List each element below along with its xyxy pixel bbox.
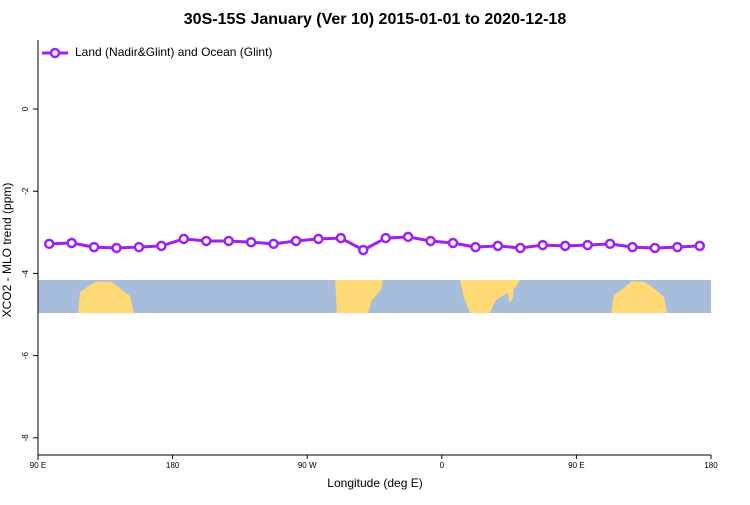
- point: [268, 238, 279, 250]
- point: [537, 239, 548, 251]
- point: [88, 241, 100, 253]
- legend-marker: [49, 47, 61, 59]
- point: [66, 237, 77, 249]
- y-tick-label: -6: [21, 352, 30, 360]
- y-tick-label: -2: [21, 187, 30, 195]
- point: [649, 242, 661, 254]
- point: [178, 233, 190, 245]
- x-tick-label: 180: [704, 461, 718, 470]
- x-tick-label: 90 W: [298, 461, 317, 470]
- point: [582, 239, 593, 251]
- point: [604, 238, 616, 250]
- point: [470, 241, 481, 253]
- map-band: [38, 280, 711, 313]
- x-tick-label: 180: [166, 461, 180, 470]
- point: [447, 237, 459, 249]
- series-line: [49, 235, 700, 252]
- point: [156, 240, 167, 252]
- point: [694, 240, 706, 252]
- point: [290, 235, 302, 247]
- y-tick-label: 0: [21, 106, 30, 111]
- point: [335, 232, 347, 244]
- point: [515, 242, 526, 254]
- point: [402, 231, 414, 243]
- legend-label: Land (Nadir&Glint) and Ocean (Glint): [75, 45, 272, 59]
- point: [111, 242, 122, 254]
- point: [43, 238, 55, 250]
- point: [425, 235, 436, 247]
- y-tick-label: -4: [21, 269, 30, 277]
- y-axis-label: XCO2 - MLO trend (ppm): [0, 183, 14, 318]
- point: [201, 235, 212, 247]
- point: [358, 244, 369, 256]
- point: [245, 236, 257, 248]
- point: [492, 240, 504, 252]
- x-tick-label: 90 E: [568, 461, 584, 470]
- x-tick-label: 0: [440, 461, 445, 470]
- chart-title: 30S-15S January (Ver 10) 2015-01-01 to 2…: [184, 11, 567, 28]
- point: [672, 241, 683, 253]
- point: [133, 241, 145, 253]
- point: [380, 232, 391, 244]
- point: [627, 241, 638, 253]
- x-axis-label: Longitude (deg E): [327, 476, 422, 490]
- y-tick-label: -8: [21, 434, 30, 442]
- point: [559, 240, 571, 252]
- point: [223, 235, 234, 247]
- x-tick-label: 90 E: [30, 461, 46, 470]
- point: [313, 233, 324, 245]
